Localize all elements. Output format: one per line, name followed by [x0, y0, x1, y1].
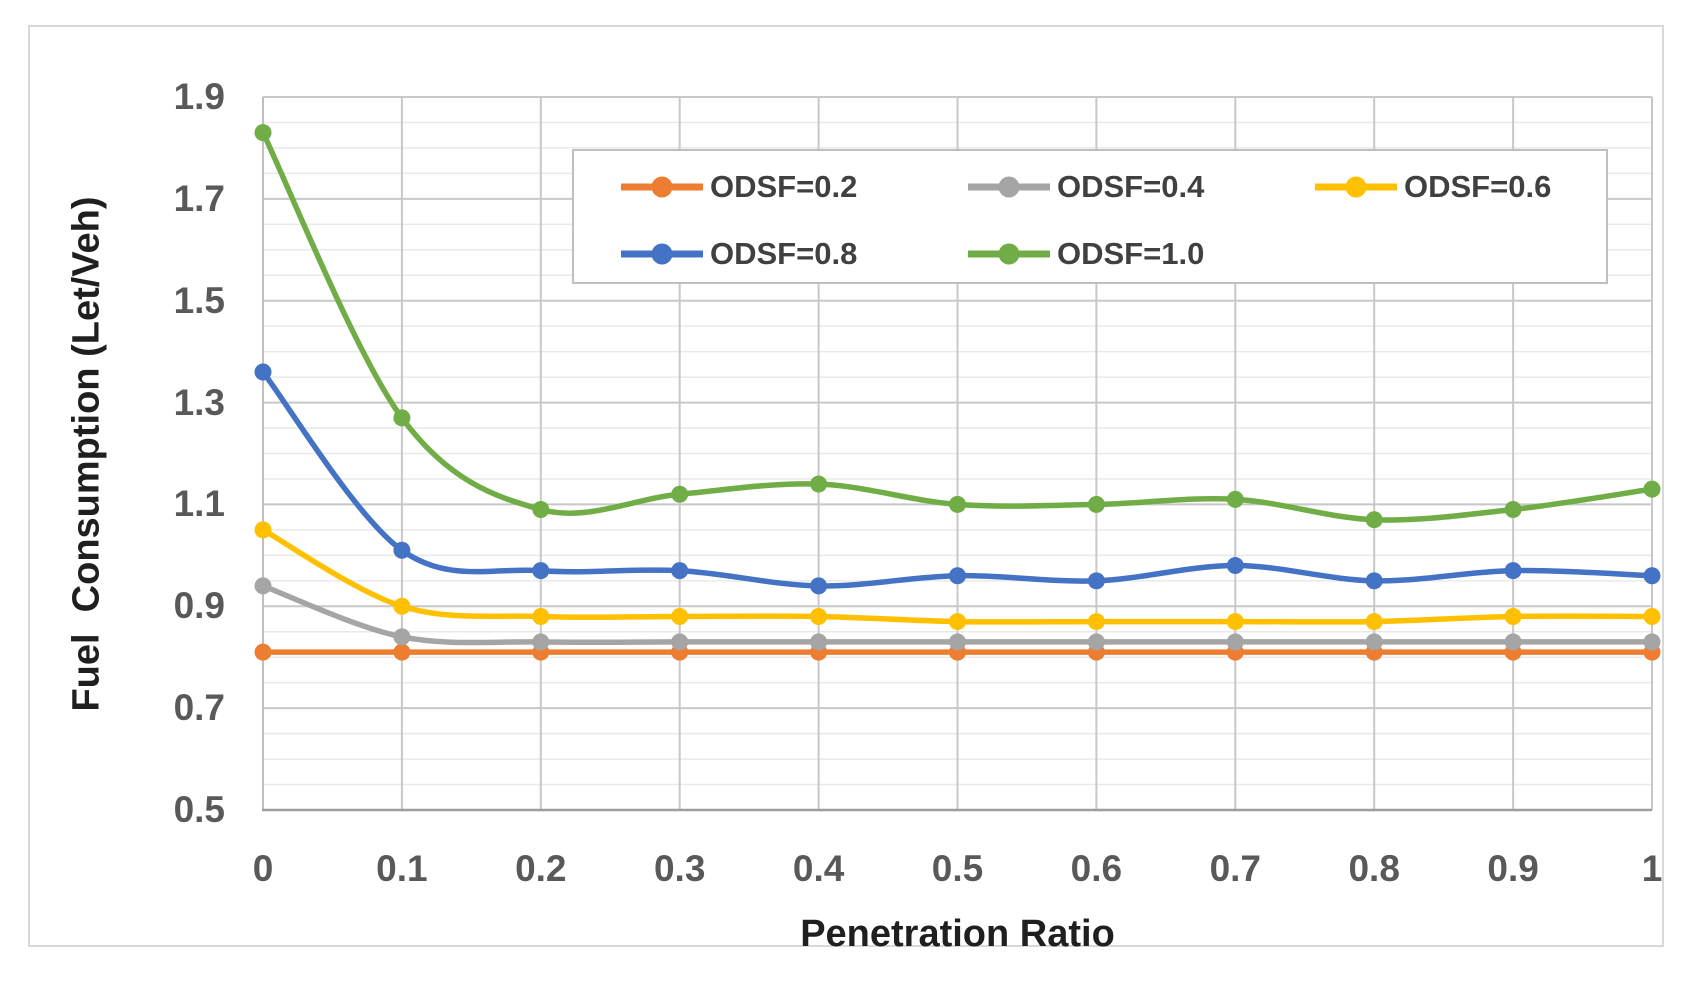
- legend-label: ODSF=0.6: [1404, 169, 1552, 204]
- y-tick-label: 1.5: [173, 279, 225, 321]
- series-marker-ODSF=0.8: [671, 562, 689, 580]
- legend-item-odsf-0-6: ODSF=0.6: [1313, 165, 1551, 209]
- legend-label: ODSF=0.4: [1057, 169, 1205, 204]
- legend-circle-icon: [651, 243, 673, 265]
- series-marker-ODSF=0.4: [1087, 633, 1105, 651]
- series-marker-ODSF=0.4: [949, 633, 966, 651]
- series-marker-ODSF=1.0: [949, 495, 966, 513]
- series-marker-ODSF=0.6: [1365, 613, 1383, 631]
- series-marker-ODSF=0.4: [254, 577, 272, 595]
- series-marker-ODSF=0.6: [1087, 613, 1105, 631]
- series-marker-ODSF=0.6: [393, 597, 411, 615]
- series-marker-ODSF=0.4: [671, 633, 689, 651]
- series-marker-ODSF=0.8: [1365, 572, 1383, 590]
- series-marker-ODSF=0.8: [393, 541, 411, 559]
- x-tick-label: 0.1: [376, 848, 428, 889]
- legend-circle-icon: [1345, 176, 1367, 198]
- legend-marker-odsf-0-8: [621, 243, 703, 265]
- x-tick-label: 0.9: [1487, 848, 1539, 889]
- series-marker-ODSF=0.8: [1087, 572, 1105, 590]
- y-tick-label: 0.7: [173, 687, 225, 729]
- series-marker-ODSF=1.0: [1226, 490, 1244, 508]
- series-marker-ODSF=0.6: [1643, 607, 1661, 625]
- series-marker-ODSF=0.6: [254, 521, 272, 539]
- legend-marker-odsf-0-2: [621, 176, 703, 198]
- series-marker-ODSF=0.4: [393, 628, 411, 646]
- x-tick-label: 0.8: [1348, 848, 1400, 889]
- series-marker-ODSF=0.2: [393, 643, 411, 661]
- series-marker-ODSF=0.6: [810, 607, 828, 625]
- series-marker-ODSF=0.4: [1226, 633, 1244, 651]
- y-tick-label: 1.7: [173, 177, 225, 219]
- x-tick-label: 0.3: [653, 848, 706, 889]
- series-marker-ODSF=1.0: [810, 475, 828, 493]
- series-marker-ODSF=1.0: [1087, 495, 1105, 513]
- series-marker-ODSF=0.8: [810, 577, 828, 595]
- series-marker-ODSF=1.0: [254, 124, 272, 142]
- series-marker-ODSF=0.8: [949, 567, 966, 585]
- series-marker-ODSF=0.4: [1365, 633, 1383, 651]
- x-tick-label: 1: [1641, 848, 1663, 889]
- series-marker-ODSF=0.4: [1643, 633, 1661, 651]
- legend-item-odsf-1-0: ODSF=1.0: [966, 232, 1204, 276]
- series-marker-ODSF=0.6: [1504, 607, 1522, 625]
- y-tick-label: 1.9: [173, 76, 225, 117]
- series-marker-ODSF=1.0: [1643, 480, 1661, 498]
- legend-label: ODSF=0.8: [710, 236, 858, 271]
- y-tick-label: 1.3: [173, 381, 225, 423]
- legend-item-odsf-0-4: ODSF=0.4: [966, 165, 1204, 209]
- series-marker-ODSF=0.8: [254, 363, 272, 381]
- legend-circle-icon: [998, 176, 1020, 198]
- series-line-ODSF=1.0: [260, 129, 1655, 523]
- x-tick-label: 0.5: [931, 848, 984, 889]
- legend-label: ODSF=0.2: [710, 169, 858, 204]
- y-tick-label: 0.9: [173, 585, 225, 627]
- legend-circle-icon: [651, 176, 673, 198]
- x-tick-label: 0.6: [1070, 848, 1123, 889]
- x-tick-label: 0.4: [792, 848, 845, 889]
- series-marker-ODSF=0.8: [1226, 557, 1244, 575]
- series-marker-ODSF=0.6: [1226, 613, 1244, 631]
- series-marker-ODSF=0.8: [1504, 562, 1522, 580]
- x-axis-title: Penetration Ratio: [800, 913, 1115, 955]
- legend-marker-odsf-1-0: [968, 243, 1050, 265]
- legend-item-odsf-0-8: ODSF=0.8: [619, 232, 857, 276]
- series-marker-ODSF=0.2: [254, 643, 272, 661]
- series-marker-ODSF=1.0: [1365, 511, 1383, 529]
- legend-circle-icon: [998, 243, 1020, 265]
- y-axis-title: Fuel Consumption (Let/Veh): [65, 196, 108, 712]
- chart-legend: ODSF=0.2 ODSF=0.4 ODSF=0.6 ODSF=0.8 ODSF…: [572, 149, 1608, 284]
- series-marker-ODSF=0.6: [671, 607, 689, 625]
- series-marker-ODSF=0.4: [532, 633, 550, 651]
- series-marker-ODSF=1.0: [671, 485, 689, 503]
- series-marker-ODSF=1.0: [393, 409, 411, 427]
- chart-figure: Fuel Consumption (Let/Veh) Penetration R…: [28, 25, 1664, 955]
- series-marker-ODSF=0.6: [949, 613, 966, 631]
- legend-marker-odsf-0-4: [968, 176, 1050, 198]
- legend-item-odsf-0-2: ODSF=0.2: [619, 165, 857, 209]
- x-tick-label: 0: [252, 848, 274, 889]
- series-marker-ODSF=1.0: [532, 501, 550, 519]
- series-marker-ODSF=0.4: [810, 633, 828, 651]
- series-marker-ODSF=1.0: [1504, 501, 1522, 519]
- legend-marker-odsf-0-6: [1315, 176, 1397, 198]
- series-line-ODSF=0.8: [260, 369, 1655, 589]
- series-marker-ODSF=0.8: [1643, 567, 1661, 585]
- x-tick-label: 0.2: [515, 848, 567, 889]
- y-tick-label: 1.1: [173, 483, 225, 525]
- series-marker-ODSF=0.8: [532, 562, 550, 580]
- series-marker-ODSF=0.6: [532, 607, 550, 625]
- y-tick-label: 0.5: [173, 789, 225, 830]
- series-marker-ODSF=0.4: [1504, 633, 1522, 651]
- x-tick-label: 0.7: [1209, 848, 1262, 889]
- legend-label: ODSF=1.0: [1057, 236, 1205, 271]
